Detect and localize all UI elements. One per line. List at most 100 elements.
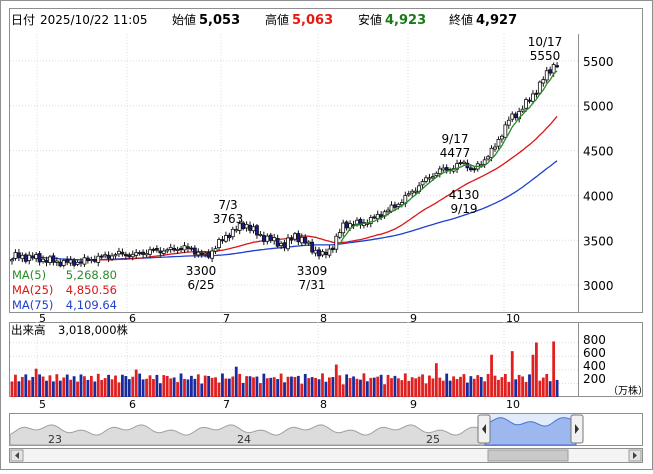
volume-month-label: 10 [506,398,520,411]
volume-bar [89,375,93,397]
candle [427,173,432,183]
volume-bar [438,377,442,397]
candle-body [23,254,28,262]
candle-body [462,161,466,164]
volume-bar [24,374,28,397]
candle-body [531,93,535,102]
candle-body [89,259,94,262]
candle-body [520,108,525,112]
candle [372,214,377,220]
candle-body [123,254,128,257]
candle-body [289,238,294,241]
candle-body [472,168,477,171]
volume-bar [162,375,166,397]
candle-body [303,236,308,244]
candle [441,164,446,173]
candle [13,249,18,261]
candle-body [41,258,45,262]
candle [86,255,90,264]
candle [355,217,359,227]
horizontal-scrollbar[interactable] [9,448,643,463]
price-tick-label: 5500 [583,55,614,69]
candle-body [455,163,459,170]
volume-bar [248,376,252,397]
volume-bar [238,373,242,397]
candle-body [482,159,487,165]
volume-bar [245,376,248,397]
volume-bar [362,373,366,397]
candle-body [386,209,390,213]
candle [313,246,318,257]
navigator-left-handle[interactable] [477,414,491,444]
candle-body [175,248,180,251]
candle [23,252,28,264]
candle-body [110,255,114,260]
candle-body [117,250,121,255]
candle-body [168,246,173,250]
volume-bar [255,376,259,397]
volume-bar [190,375,193,397]
volume-bar [497,379,500,397]
volume-bar [410,377,414,397]
volume-bar [169,378,173,397]
candle [330,245,335,253]
volume-bar [127,379,131,397]
navigator-right-handle[interactable] [570,414,584,444]
volume-bar [117,382,121,397]
volume-bar [555,379,559,397]
candle [255,223,259,239]
candle-body [486,156,491,160]
candle-body [513,113,518,119]
volume-bar [390,378,393,397]
price-header: 日付 2025/10/22 11:05 始値 5,053 高値 5,063 安値… [11,12,517,28]
candle-body [489,147,494,158]
annotation-9-17-date: 9/17 [442,132,469,146]
candle [165,247,170,254]
volume-bar [224,378,228,397]
candle-body [20,254,25,260]
volume-bar [259,383,262,397]
volume-bar [328,377,331,397]
volume-bar [138,373,142,397]
volume-bar [124,376,128,397]
candle-body [286,237,290,250]
close-value: 4,927 [476,13,517,28]
candle-body [279,242,284,246]
volume-bar [58,380,62,397]
volume-bar [393,375,397,397]
candle-body [96,255,101,263]
navigator-history-area [9,424,486,446]
candle [148,246,152,258]
high-label: 高値 [265,12,289,27]
candle-body [413,190,418,193]
volume-bar [414,378,418,397]
candle-body [161,250,166,254]
candle-body [13,252,18,259]
candle [192,245,197,259]
candle-body [120,251,125,255]
candle-body [389,204,394,212]
volume-bar [210,377,214,397]
volume-bar [548,381,552,397]
volume-bar [55,374,59,397]
volume-bar [510,351,514,397]
candle [68,256,73,267]
candle [158,247,163,257]
volume-bar [448,380,452,397]
range-navigator[interactable]: 23 24 25 [9,413,643,447]
volume-bar [428,375,431,397]
candle-body [317,249,321,257]
candle-body [106,254,111,259]
candle-body [527,99,532,102]
volume-bar [517,374,521,397]
candle-body [372,216,377,219]
volume-bar [434,363,438,397]
candle-body [54,260,59,263]
volume-bar [369,377,373,397]
candle [286,234,290,252]
volume-bar [331,377,335,397]
candle-body [255,225,259,236]
volume-bar [538,380,542,397]
price-x-axis: 5 6 7 8 9 10 [39,312,520,325]
scrollbar-thumb[interactable] [487,449,569,462]
